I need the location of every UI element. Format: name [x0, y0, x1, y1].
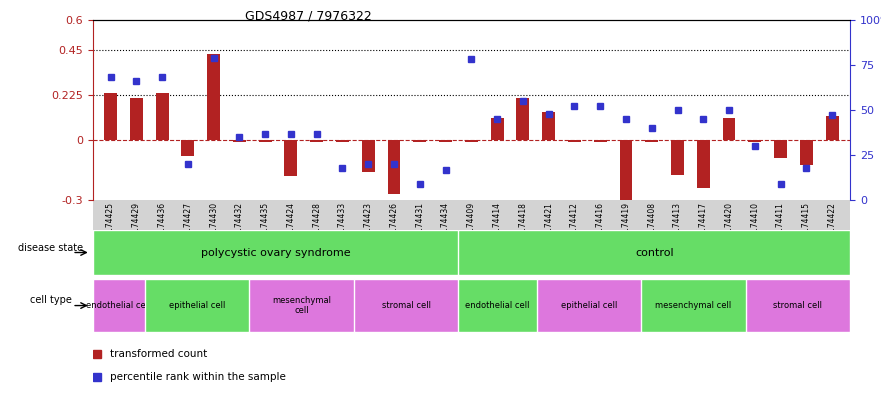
Text: mesenchymal
cell: mesenchymal cell	[272, 296, 331, 315]
Bar	[285, 140, 298, 176]
Bar	[310, 140, 323, 142]
Bar	[825, 116, 839, 140]
Text: cell type: cell type	[30, 295, 72, 305]
Bar	[697, 140, 710, 188]
Bar	[671, 140, 684, 175]
Bar	[439, 140, 452, 142]
Bar	[156, 93, 168, 140]
Bar	[207, 54, 220, 140]
Bar	[645, 140, 658, 142]
Bar	[104, 93, 117, 140]
Bar	[568, 140, 581, 142]
Bar	[130, 98, 143, 140]
Bar	[722, 118, 736, 140]
Text: endothelial cell: endothelial cell	[86, 301, 151, 310]
Text: control: control	[635, 248, 674, 257]
Bar	[619, 140, 633, 204]
Text: GDS4987 / 7976322: GDS4987 / 7976322	[245, 10, 372, 23]
Text: epithelial cell: epithelial cell	[169, 301, 226, 310]
Bar	[181, 140, 195, 156]
Bar	[491, 118, 504, 140]
Text: polycystic ovary syndrome: polycystic ovary syndrome	[201, 248, 351, 257]
Text: endothelial cell: endothelial cell	[465, 301, 529, 310]
Bar	[413, 140, 426, 142]
Bar	[800, 140, 813, 165]
Bar	[542, 112, 555, 140]
Text: epithelial cell: epithelial cell	[560, 301, 617, 310]
Bar	[362, 140, 374, 172]
Bar	[233, 140, 246, 142]
Text: percentile rank within the sample: percentile rank within the sample	[110, 372, 286, 382]
Bar	[259, 140, 271, 142]
Text: stromal cell: stromal cell	[381, 301, 431, 310]
Text: mesenchymal cell: mesenchymal cell	[655, 301, 731, 310]
Bar	[594, 140, 607, 142]
Bar	[388, 140, 401, 195]
Bar	[336, 140, 349, 142]
Bar	[748, 140, 761, 142]
Bar	[774, 140, 787, 158]
Bar	[465, 140, 478, 142]
Text: disease state: disease state	[19, 243, 84, 253]
Bar	[516, 98, 529, 140]
Text: transformed count: transformed count	[110, 349, 207, 359]
Text: stromal cell: stromal cell	[774, 301, 822, 310]
